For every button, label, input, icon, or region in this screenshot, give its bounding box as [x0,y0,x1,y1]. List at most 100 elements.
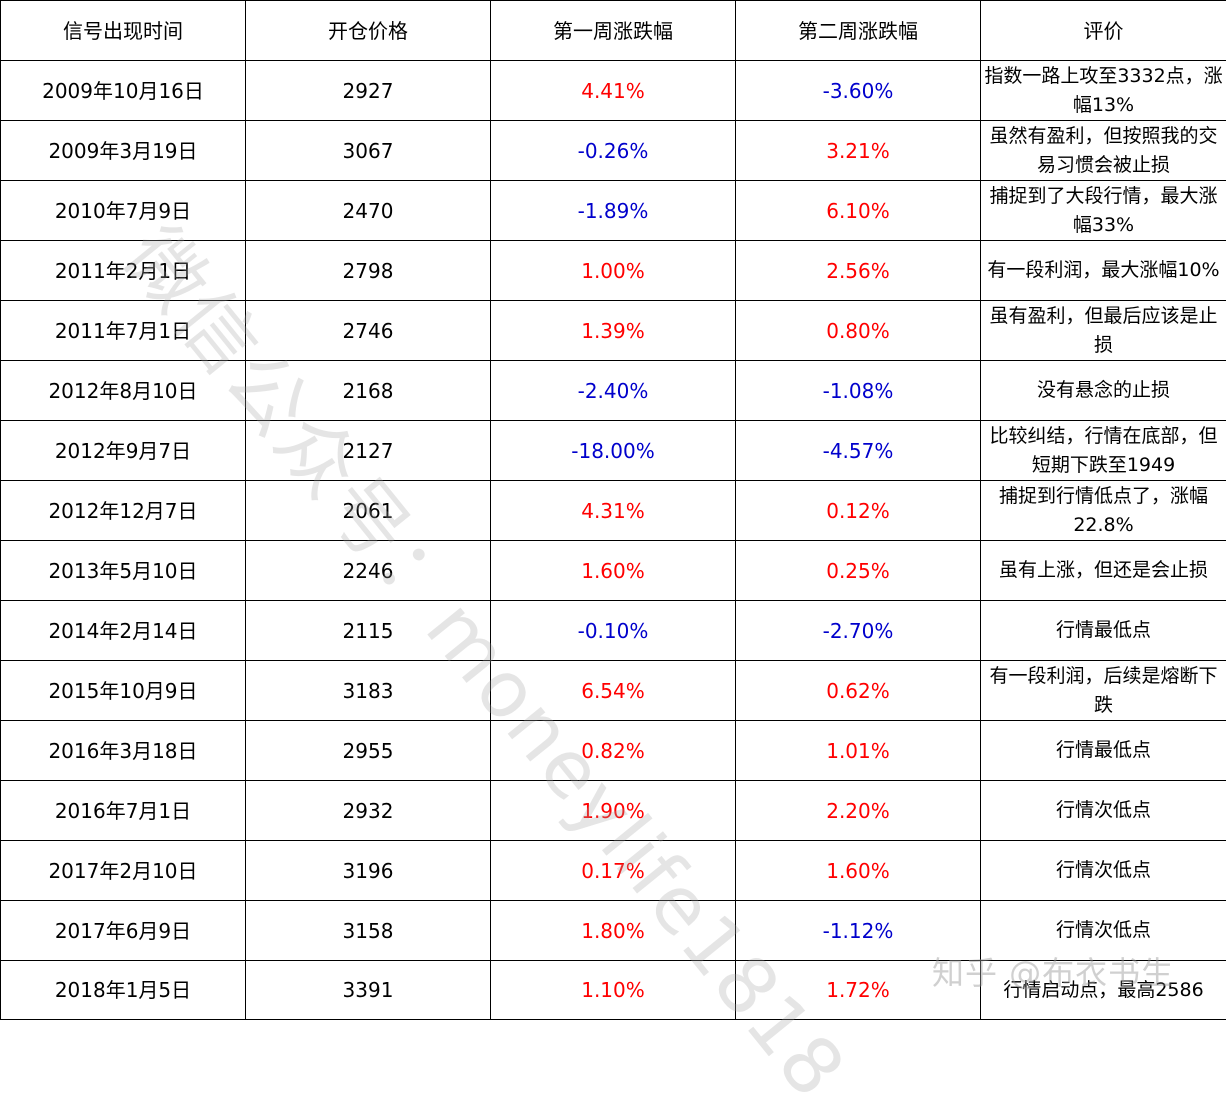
cell-comment: 行情启动点，最高2586 [981,961,1226,1020]
cell-week1-change: -0.26% [491,121,736,181]
cell-date: 2017年2月10日 [1,841,246,901]
cell-price: 3158 [246,901,491,961]
cell-date: 2009年3月19日 [1,121,246,181]
cell-week1-change: 1.90% [491,781,736,841]
cell-comment: 虽有上涨，但还是会止损 [981,541,1226,601]
cell-date: 2016年7月1日 [1,781,246,841]
cell-week1-change: 1.60% [491,541,736,601]
header-comment: 评价 [981,1,1226,61]
cell-comment: 行情最低点 [981,601,1226,661]
cell-date: 2016年3月18日 [1,721,246,781]
cell-date: 2013年5月10日 [1,541,246,601]
cell-comment: 行情次低点 [981,781,1226,841]
cell-price: 2927 [246,61,491,121]
cell-week2-change: -1.08% [736,361,981,421]
cell-comment: 虽有盈利，但最后应该是止损 [981,301,1226,361]
cell-price: 3196 [246,841,491,901]
signal-table-container: 信号出现时间 开仓价格 第一周涨跌幅 第二周涨跌幅 评价 2009年10月16日… [0,0,1226,1021]
cell-week1-change: 1.39% [491,301,736,361]
cell-week1-change: 0.82% [491,721,736,781]
cell-comment: 没有悬念的止损 [981,361,1226,421]
cell-week1-change: 0.17% [491,841,736,901]
cell-comment: 有一段利润，最大涨幅10% [981,241,1226,301]
cell-date: 2011年7月1日 [1,301,246,361]
cell-week2-change: 6.10% [736,181,981,241]
cell-date: 2017年6月9日 [1,901,246,961]
cell-week2-change: 1.72% [736,961,981,1020]
cell-price: 2932 [246,781,491,841]
cell-week2-change: 0.80% [736,301,981,361]
cell-date: 2018年1月5日 [1,961,246,1020]
header-week1: 第一周涨跌幅 [491,1,736,61]
cell-comment: 有一段利润，后续是熔断下跌 [981,661,1226,721]
cell-week1-change: 1.00% [491,241,736,301]
cell-price: 2955 [246,721,491,781]
cell-week2-change: 2.20% [736,781,981,841]
cell-comment: 比较纠结，行情在底部，但短期下跌至1949 [981,421,1226,481]
cell-date: 2009年10月16日 [1,61,246,121]
cell-week2-change: 0.25% [736,541,981,601]
cell-price: 2246 [246,541,491,601]
cell-date: 2010年7月9日 [1,181,246,241]
cell-comment: 行情次低点 [981,901,1226,961]
cell-date: 2015年10月9日 [1,661,246,721]
cell-price: 2798 [246,241,491,301]
cell-comment: 捕捉到行情低点了，涨幅22.8% [981,481,1226,541]
cell-week2-change: 3.21% [736,121,981,181]
cell-date: 2011年2月1日 [1,241,246,301]
cell-price: 2746 [246,301,491,361]
cell-date: 2012年9月7日 [1,421,246,481]
cell-comment: 行情最低点 [981,721,1226,781]
cell-comment: 虽然有盈利，但按照我的交易习惯会被止损 [981,121,1226,181]
cell-week1-change: -1.89% [491,181,736,241]
cell-price: 2470 [246,181,491,241]
cell-week2-change: 0.12% [736,481,981,541]
cell-date: 2014年2月14日 [1,601,246,661]
cell-comment: 捕捉到了大段行情，最大涨幅33% [981,181,1226,241]
cell-comment: 指数一路上攻至3332点，涨幅13% [981,61,1226,121]
cell-week1-change: 4.41% [491,61,736,121]
header-price: 开仓价格 [246,1,491,61]
cell-week2-change: 1.01% [736,721,981,781]
cell-week2-change: -4.57% [736,421,981,481]
cell-week1-change: -2.40% [491,361,736,421]
cell-price: 2115 [246,601,491,661]
table-header-row: 信号出现时间 开仓价格 第一周涨跌幅 第二周涨跌幅 评价 [1,1,1226,61]
cell-week1-change: -0.10% [491,601,736,661]
cell-week1-change: -18.00% [491,421,736,481]
cell-week1-change: 1.80% [491,901,736,961]
cell-date: 2012年12月7日 [1,481,246,541]
cell-week2-change: -1.12% [736,901,981,961]
cell-week2-change: 2.56% [736,241,981,301]
cell-price: 2127 [246,421,491,481]
cell-week2-change: 1.60% [736,841,981,901]
cell-price: 3183 [246,661,491,721]
header-date: 信号出现时间 [1,1,246,61]
cell-price: 3391 [246,961,491,1020]
cell-week2-change: -3.60% [736,61,981,121]
cell-comment: 行情次低点 [981,841,1226,901]
cell-date: 2012年8月10日 [1,361,246,421]
header-week2: 第二周涨跌幅 [736,1,981,61]
signal-table: 信号出现时间 开仓价格 第一周涨跌幅 第二周涨跌幅 评价 2009年10月16日… [0,0,1226,1020]
cell-week2-change: -2.70% [736,601,981,661]
cell-price: 2061 [246,481,491,541]
cell-week2-change: 0.62% [736,661,981,721]
cell-week1-change: 4.31% [491,481,736,541]
cell-price: 2168 [246,361,491,421]
cell-price: 3067 [246,121,491,181]
